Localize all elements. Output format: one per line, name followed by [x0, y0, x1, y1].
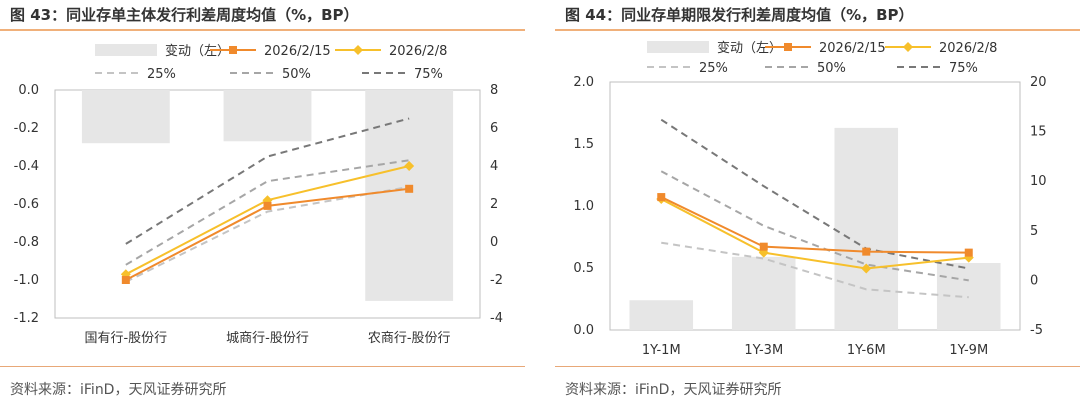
legend-marker — [353, 45, 363, 55]
y-right-tick-label: 4 — [490, 159, 498, 174]
y-right-tick-label: 8 — [490, 83, 498, 98]
series-line-202628 — [660, 198, 969, 270]
series-line-75 — [125, 117, 410, 245]
legend-swatch-bar — [647, 41, 709, 53]
chart-panel-left: 图 43：同业存单主体发行利差周度均值（%，BP） 0.0 -0.2 -0.4 -0.… — [0, 0, 525, 403]
series-point — [657, 193, 666, 202]
y-left-tick-label: 2.0 — [573, 75, 594, 90]
legend-marker — [229, 46, 237, 54]
legend-marker — [784, 43, 792, 51]
y-left-tick-label: -1.2 — [14, 311, 39, 326]
x-category-label: 农商行-股份行 — [368, 331, 451, 346]
bar-mark — [365, 90, 454, 301]
bar-mark — [834, 127, 899, 330]
y-left-tick-label: -0.8 — [14, 235, 39, 250]
series-point — [405, 184, 414, 193]
y-right-tick-label: -2 — [490, 273, 503, 288]
legend-marker — [903, 42, 913, 52]
y-right-tick-label: 10 — [1030, 174, 1047, 189]
legend-label: 50% — [282, 67, 311, 82]
series-point — [759, 242, 768, 251]
x-category-label: 1Y-3M — [744, 343, 783, 358]
series-line-25 — [661, 241, 969, 299]
y-right-tick-label: -4 — [490, 311, 503, 326]
series-line-75 — [660, 118, 969, 270]
series-line-2026215 — [660, 196, 969, 254]
y-left-tick-label: -0.4 — [14, 159, 39, 174]
legend-label: 2026/2/15 — [264, 44, 331, 59]
chart-plot: 2.0 1.5 1.0 0.5 0.0 20 15 10 5 0 -5 1Y-1M 1Y-3M 1Y-6M… — [573, 40, 1047, 358]
legend-label: 75% — [949, 61, 978, 76]
legend-swatch-bar — [95, 44, 157, 56]
y-left-tick-label: -1.0 — [14, 273, 39, 288]
y-right-tick-label: -5 — [1030, 323, 1043, 338]
legend-label: 25% — [147, 67, 176, 82]
chart-title: 图 43：同业存单主体发行利差周度均值（%，BP） — [10, 6, 359, 24]
bar-mark — [223, 90, 312, 142]
series-point — [263, 201, 272, 210]
x-category-label: 1Y-9M — [949, 343, 988, 358]
legend-label: 变动（左） — [717, 40, 782, 56]
series-point — [121, 276, 130, 284]
y-right-tick-label: 0 — [490, 235, 498, 250]
y-left-tick-label: -0.6 — [14, 197, 39, 212]
bar-mark — [81, 90, 170, 144]
y-right-tick-label: 15 — [1030, 125, 1047, 140]
legend-label: 变动（左） — [165, 43, 230, 59]
source-rule — [0, 366, 525, 367]
x-category-label: 1Y-6M — [847, 343, 886, 358]
series-line-50 — [660, 170, 969, 282]
y-left-tick-label: 1.0 — [573, 199, 594, 214]
chart-plot: 0.0 -0.2 -0.4 -0.6 -0.8 -1.0 -1.2 8 6 4 2 0 -2 -4 国有行-… — [14, 43, 503, 346]
title-rule — [555, 29, 1080, 31]
y-left-tick-label: 0.0 — [573, 323, 594, 338]
legend-label: 75% — [414, 67, 443, 82]
chart-title: 图 44：同业存单期限发行利差周度均值（%，BP） — [565, 6, 914, 24]
bar-mark — [731, 256, 796, 330]
legend-label: 2026/2/8 — [389, 44, 447, 59]
y-right-tick-label: 6 — [490, 121, 498, 136]
chart-panel-right: 图 44：同业存单期限发行利差周度均值（%，BP） 2.0 1.5 1.0 0.5 0.… — [555, 0, 1080, 403]
y-left-tick-label: 1.5 — [573, 137, 594, 152]
source-note: 资料来源：iFinD，天风证券研究所 — [565, 382, 782, 398]
bar-mark — [629, 300, 694, 330]
y-left-tick-label: 0.5 — [573, 261, 594, 276]
x-category-label: 国有行-股份行 — [84, 331, 167, 346]
legend-label: 25% — [699, 61, 728, 76]
y-right-tick-label: 2 — [490, 197, 498, 212]
legend-label: 50% — [817, 61, 846, 76]
source-note: 资料来源：iFinD，天风证券研究所 — [10, 382, 227, 398]
y-right-tick-label: 20 — [1030, 75, 1047, 90]
x-category-label: 城商行-股份行 — [226, 331, 309, 346]
legend-label: 2026/2/8 — [939, 41, 997, 56]
legend-label: 2026/2/15 — [819, 41, 886, 56]
series-line-50 — [125, 159, 410, 266]
series-point — [861, 263, 872, 274]
x-category-label: 1Y-1M — [642, 343, 681, 358]
title-rule — [0, 29, 525, 31]
y-left-tick-label: 0.0 — [18, 83, 39, 98]
y-right-tick-label: 5 — [1030, 224, 1038, 239]
y-right-tick-label: 0 — [1030, 273, 1038, 288]
y-left-tick-label: -0.2 — [14, 121, 39, 136]
series-point — [862, 247, 871, 256]
plot-frame — [609, 81, 1021, 331]
series-point — [404, 161, 415, 171]
series-point — [964, 248, 973, 257]
source-rule — [555, 366, 1080, 367]
